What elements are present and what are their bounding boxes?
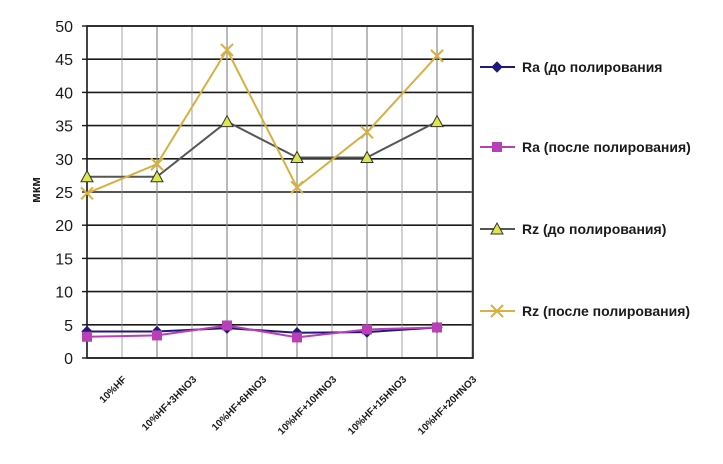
data-point <box>82 331 92 342</box>
legend-marker <box>492 142 502 152</box>
data-point <box>290 150 304 163</box>
y-tick-label: 20 <box>55 218 73 235</box>
y-axis-label: мкм <box>28 177 43 203</box>
data-point <box>362 324 372 335</box>
legend-label: Rz (после полирования) <box>522 303 690 319</box>
grid <box>82 25 474 359</box>
series-group <box>80 43 444 201</box>
data-point <box>220 43 234 57</box>
series-group <box>80 114 444 183</box>
data-point <box>290 180 304 195</box>
legend: Ra (до полирования Ra (после полирования)… <box>480 59 691 319</box>
series-line <box>87 120 438 178</box>
data-point <box>430 114 444 128</box>
data-point <box>220 114 234 128</box>
y-tick-label: 25 <box>55 185 73 202</box>
data-point <box>80 186 94 201</box>
legend-marker <box>490 304 504 318</box>
x-tick-label: 10%HF+3HNO3 <box>140 374 199 433</box>
x-tick-labels: 10%HF 10%HF+3HNO3 10%HF+6HNO3 10%HF+10HNO3 1… <box>98 374 480 437</box>
x-tick-label: 10%HF+10HNO3 <box>276 374 339 437</box>
series-line <box>86 47 438 195</box>
data-point <box>430 49 444 63</box>
legend-label: Ra (после полирования) <box>522 139 691 155</box>
data-point <box>360 150 374 163</box>
x-tick-label: 10%HF+6HNO3 <box>210 374 269 433</box>
series-group <box>82 320 442 343</box>
x-tick-label: 10%HF+15HNO3 <box>346 374 409 437</box>
data-point <box>150 169 164 183</box>
y-tick-label: 35 <box>55 119 73 136</box>
y-tick-label: 0 <box>64 351 73 368</box>
y-tick-label: 5 <box>64 318 73 335</box>
legend-label: Ra (до полирования <box>522 59 662 75</box>
y-tick-label: 10 <box>55 285 73 302</box>
x-tick-label: 10%HF <box>98 374 129 405</box>
data-point <box>432 322 442 333</box>
series-line <box>86 324 438 339</box>
y-tick-label: 50 <box>55 19 73 36</box>
x-tick-label: 10%HF+20HNO3 <box>416 374 479 437</box>
data-point <box>150 157 164 171</box>
data-point <box>360 125 374 139</box>
legend-marker <box>490 221 504 235</box>
data-point <box>292 332 302 343</box>
data-point <box>152 330 162 341</box>
y-tick-labels: 0 5 10 15 20 25 30 35 40 45 50 <box>55 19 73 368</box>
data-point <box>222 320 232 331</box>
y-tick-label: 15 <box>55 251 73 268</box>
legend-label: Rz (до полирования) <box>522 221 666 237</box>
series-lines <box>80 43 444 343</box>
y-tick-label: 45 <box>55 52 73 69</box>
y-tick-label: 40 <box>55 85 73 102</box>
data-point <box>80 169 94 183</box>
legend-marker <box>491 61 503 73</box>
y-tick-label: 30 <box>55 152 73 169</box>
